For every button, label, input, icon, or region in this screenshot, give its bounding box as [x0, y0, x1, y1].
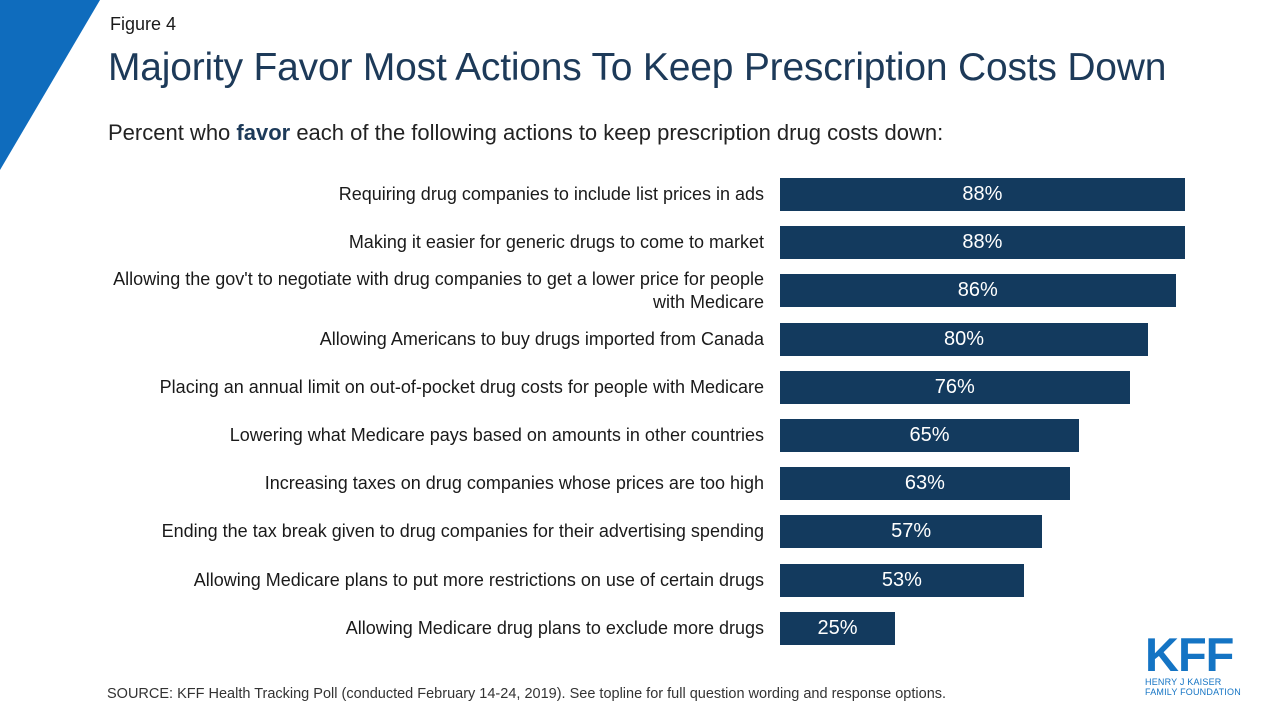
- bar: [780, 178, 1185, 211]
- bar: [780, 467, 1070, 501]
- bar: [780, 274, 1176, 308]
- category-label: Placing an annual limit on out-of-pocket…: [159, 376, 764, 397]
- figure-label: Figure 4: [110, 14, 177, 34]
- value-label: 88%: [962, 231, 1003, 254]
- value-label: 65%: [909, 424, 950, 446]
- subtitle-after: each of the following actions to keep pr…: [290, 120, 944, 145]
- category-label: Making it easier for generic drugs to co…: [348, 232, 764, 253]
- subtitle: Percent who favor each of the following …: [108, 120, 943, 146]
- kff-logo: KFF HENRY J KAISER FAMILY FOUNDATION: [1145, 628, 1241, 697]
- value-label: 25%: [817, 616, 858, 639]
- category-label: Allowing Americans to buy drugs imported…: [319, 328, 764, 349]
- logo-line-1: HENRY J KAISER: [1145, 677, 1222, 687]
- category-label: Allowing the gov't to negotiate with dru…: [113, 268, 764, 312]
- bar: [780, 226, 1185, 260]
- category-label: Allowing Medicare drug plans to exclude …: [345, 617, 764, 638]
- corner-accent-shape: [0, 0, 100, 170]
- subtitle-emphasis: favor: [236, 120, 291, 145]
- bar: [780, 563, 1024, 597]
- value-label: 53%: [881, 568, 922, 591]
- category-label: Increasing taxes on drug companies whose…: [264, 473, 764, 494]
- bar: [780, 419, 1079, 452]
- bar: [780, 370, 1130, 404]
- category-label: Ending the tax break given to drug compa…: [161, 521, 764, 542]
- value-label: 80%: [943, 327, 985, 350]
- bar: [780, 515, 1043, 549]
- bar-chart: Requiring drug companies to include list…: [0, 170, 1280, 650]
- page-title: Majority Favor Most Actions To Keep Pres…: [108, 46, 1167, 89]
- bar: [780, 322, 1148, 356]
- subtitle-before: Percent who: [108, 120, 237, 145]
- logo-line-2: FAMILY FOUNDATION: [1145, 687, 1241, 697]
- category-label: Lowering what Medicare pays based on amo…: [229, 425, 764, 445]
- value-label: 86%: [957, 279, 998, 302]
- logo-wordmark: KFF: [1145, 628, 1234, 681]
- value-label: 57%: [891, 520, 932, 543]
- source-note: SOURCE: KFF Health Tracking Poll (conduc…: [107, 686, 947, 702]
- category-label: Allowing Medicare plans to put more rest…: [193, 569, 764, 590]
- value-label: 63%: [904, 472, 945, 495]
- category-label: Requiring drug companies to include list…: [338, 184, 764, 204]
- bar: [780, 611, 895, 645]
- value-label: 88%: [962, 183, 1003, 205]
- value-label: 76%: [934, 375, 975, 398]
